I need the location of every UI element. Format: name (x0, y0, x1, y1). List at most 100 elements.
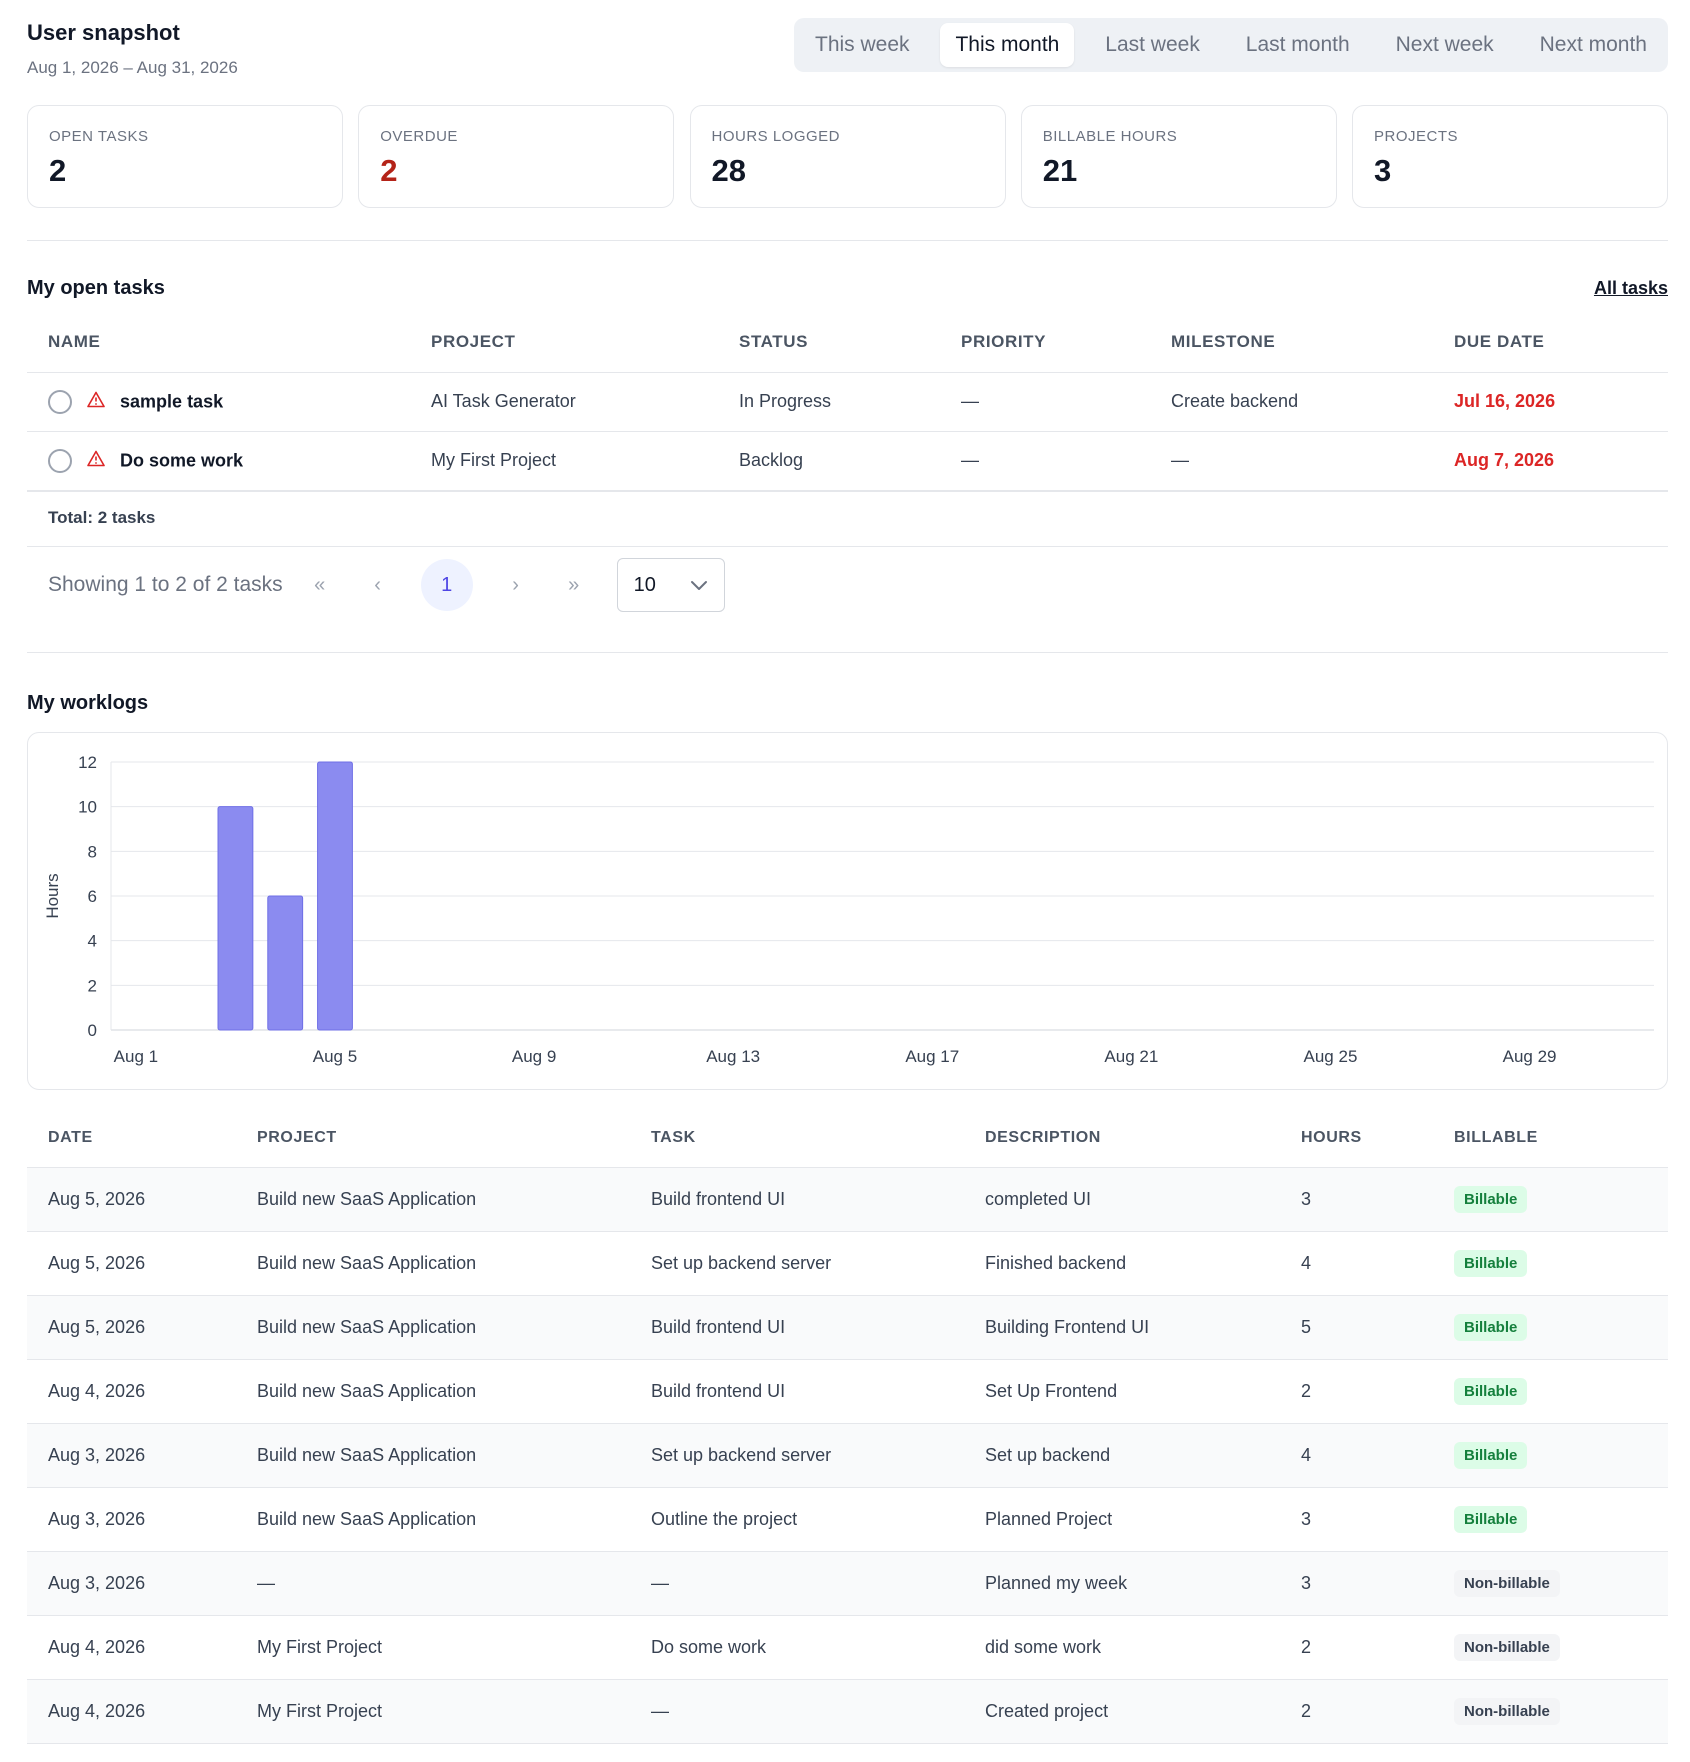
table-row[interactable]: Aug 4, 2026 My First Project Do some work d… (27, 1615, 1668, 1680)
page-size-value: 10 (633, 573, 656, 596)
worklog-task: Outline the project (630, 1487, 964, 1552)
worklogs-table: DATE PROJECT TASK DESCRIPTION HOURS BILL… (27, 1110, 1668, 1744)
first-page-icon[interactable]: « (314, 573, 326, 596)
complete-checkbox[interactable] (48, 389, 72, 414)
worklog-billable-cell: Non-billable (1433, 1615, 1668, 1680)
y-tick-label: 4 (88, 932, 97, 951)
column-header[interactable]: HOURS (1280, 1110, 1433, 1168)
task-milestone: Create backend (1150, 372, 1433, 432)
column-header[interactable]: STATUS (718, 312, 940, 373)
table-row[interactable]: sample task AI Task Generator In Progres… (27, 372, 1668, 432)
task-status: Backlog (718, 431, 940, 491)
y-tick-label: 10 (78, 798, 97, 817)
worklog-billable-cell: Non-billable (1433, 1551, 1668, 1616)
table-row[interactable]: Aug 5, 2026 Build new SaaS Application Set… (27, 1231, 1668, 1296)
column-header[interactable]: MILESTONE (1150, 312, 1433, 373)
x-tick-label: Aug 21 (1104, 1047, 1158, 1066)
worklog-billable-cell: Billable (1433, 1167, 1668, 1232)
column-header[interactable]: DESCRIPTION (964, 1110, 1280, 1168)
stat-open-tasks: OPEN TASKS 2 (27, 105, 343, 208)
stat-billable-hours: BILLABLE HOURS 21 (1020, 105, 1337, 208)
prev-page-icon[interactable]: ‹ (374, 573, 381, 596)
status-badge: Billable (1454, 1313, 1528, 1341)
worklog-hours: 5 (1280, 1295, 1433, 1360)
task-milestone: — (1150, 431, 1433, 491)
worklog-hours: 3 (1280, 1551, 1433, 1616)
task-name[interactable]: Do some work (120, 450, 244, 470)
column-header[interactable]: TASK (630, 1110, 964, 1168)
status-badge: Billable (1454, 1441, 1528, 1469)
task-project: My First Project (410, 431, 718, 491)
bar[interactable] (217, 806, 254, 1031)
table-row[interactable]: Aug 3, 2026— — Planned my week 3 Non-billabl… (27, 1551, 1668, 1616)
stat-value: 2 (380, 153, 398, 188)
status-badge: Billable (1454, 1185, 1528, 1213)
next-page-icon[interactable]: › (512, 573, 519, 596)
task-due-date: Jul 16, 2026 (1433, 372, 1668, 432)
table-row[interactable]: Do some work My First Project Backlog — … (27, 431, 1668, 491)
tab-last-month[interactable]: Last month (1245, 33, 1350, 56)
table-row[interactable]: Aug 4, 2026 Build new SaaS Application Bui… (27, 1359, 1668, 1424)
stat-value: 2 (49, 153, 67, 188)
status-badge: Non-billable (1454, 1633, 1560, 1661)
divider (27, 546, 1668, 547)
bar[interactable] (267, 895, 304, 1031)
status-badge: Billable (1454, 1249, 1528, 1277)
tab-next-month[interactable]: Next month (1539, 33, 1647, 56)
warning-icon (87, 391, 105, 413)
last-page-icon[interactable]: » (568, 573, 580, 596)
all-tasks-link[interactable]: All tasks (1593, 278, 1668, 298)
column-header[interactable]: PROJECT (410, 312, 718, 373)
column-header[interactable]: PRIORITY (940, 312, 1150, 373)
worklog-project: My First Project (236, 1679, 630, 1744)
stat-label: BILLABLE HOURS (1042, 128, 1178, 145)
worklog-project: Build new SaaS Application (236, 1231, 630, 1296)
worklog-date: Aug 4, 2026 (27, 1615, 236, 1680)
table-row[interactable]: Aug 5, 2026 Build new SaaS Application Bui… (27, 1295, 1668, 1360)
task-name[interactable]: sample task (120, 391, 224, 411)
complete-checkbox[interactable] (48, 448, 72, 473)
column-header[interactable]: BILLABLE (1433, 1110, 1668, 1168)
tab-this-week[interactable]: This week (815, 33, 910, 56)
tab-next-week[interactable]: Next week (1395, 33, 1494, 56)
table-row[interactable]: Aug 5, 2026 Build new SaaS Application Bui… (27, 1167, 1668, 1232)
worklog-task: — (630, 1679, 964, 1744)
x-tick-label: Aug 17 (905, 1047, 959, 1066)
table-row[interactable]: Aug 3, 2026 Build new SaaS Application Out… (27, 1487, 1668, 1552)
worklog-project: Build new SaaS Application (236, 1167, 630, 1232)
worklog-description: completed UI (964, 1167, 1280, 1232)
worklog-description: Created project (964, 1679, 1280, 1744)
column-header[interactable]: PROJECT (236, 1110, 630, 1168)
table-row[interactable]: Aug 3, 2026 Build new SaaS Application Set… (27, 1423, 1668, 1488)
worklog-task: Set up backend server (630, 1231, 964, 1296)
y-tick-label: 6 (88, 887, 97, 906)
tab-this-month[interactable]: This month (940, 23, 1075, 67)
worklog-date: Aug 3, 2026 (27, 1551, 236, 1616)
stat-value: 21 (1042, 153, 1078, 188)
page-title: User snapshot (27, 20, 180, 45)
page-1-button[interactable]: 1 (420, 559, 473, 611)
x-tick-label: Aug 25 (1304, 1047, 1358, 1066)
worklog-hours: 4 (1280, 1231, 1433, 1296)
status-badge: Billable (1454, 1377, 1528, 1405)
table-row[interactable]: Aug 4, 2026 My First Project — Created proj… (27, 1679, 1668, 1744)
worklog-description: did some work (964, 1615, 1280, 1680)
worklog-billable-cell: Non-billable (1433, 1679, 1668, 1744)
worklog-hours: 4 (1280, 1423, 1433, 1488)
bar[interactable] (317, 761, 353, 1031)
worklog-project: My First Project (236, 1615, 630, 1680)
column-header[interactable]: DATE (27, 1110, 236, 1168)
divider (27, 652, 1668, 653)
task-priority: — (940, 372, 1150, 432)
column-header[interactable]: DUE DATE (1433, 312, 1668, 373)
tab-last-week[interactable]: Last week (1105, 33, 1200, 56)
worklog-hours: 2 (1280, 1615, 1433, 1680)
worklog-task: Do some work (630, 1615, 964, 1680)
worklog-description: Set Up Frontend (964, 1359, 1280, 1424)
stat-hours-logged: HOURS LOGGED 28 (689, 105, 1006, 208)
column-header[interactable]: NAME (27, 312, 410, 373)
worklog-hours: 3 (1280, 1487, 1433, 1552)
x-tick-label: Aug 1 (114, 1047, 158, 1066)
page-size-select[interactable]: 10 (616, 558, 725, 612)
stat-label: OPEN TASKS (49, 128, 149, 145)
